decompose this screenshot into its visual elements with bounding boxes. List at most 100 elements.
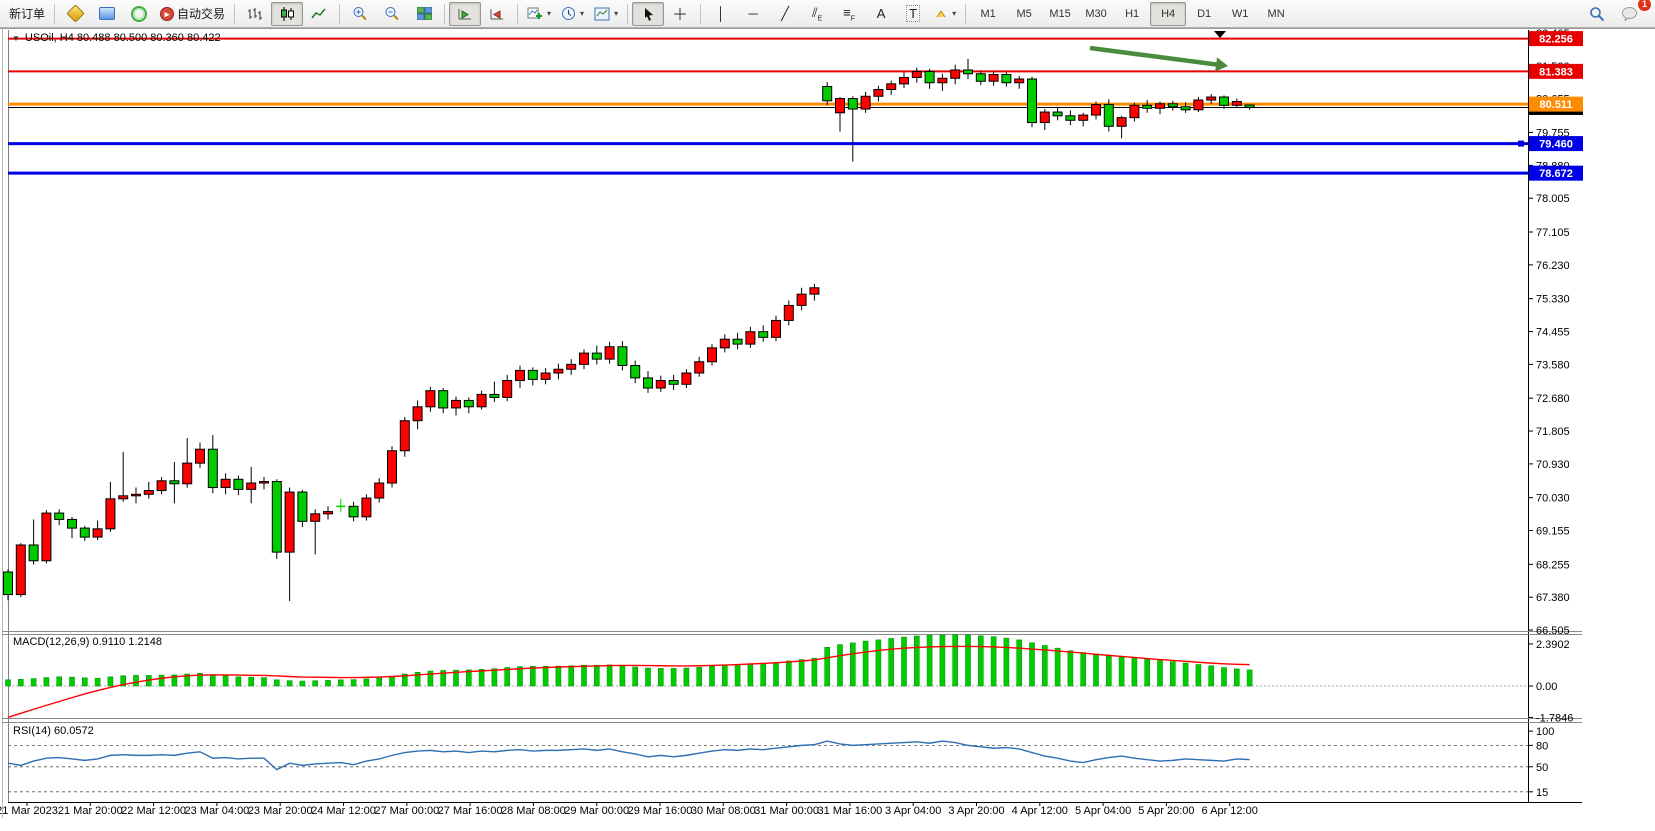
arrows-tool[interactable]: ▾: [929, 2, 961, 26]
macd-hist-bar: [389, 676, 395, 687]
cursor-tool-button[interactable]: [632, 1, 665, 26]
charts-button[interactable]: [91, 2, 123, 26]
new-order-button[interactable]: 新订单: [4, 2, 50, 26]
macd-hist-bar: [17, 679, 24, 687]
candle-body: [489, 393, 500, 398]
candle-body: [399, 420, 410, 452]
macd-hist-bar: [1221, 667, 1227, 687]
macd-hist-bar: [645, 667, 651, 687]
period-button[interactable]: ▾: [556, 2, 589, 26]
candlestick-chart-button[interactable]: [271, 1, 304, 26]
annotation-arrow-head[interactable]: [1215, 57, 1228, 72]
timeframe-h1[interactable]: H1: [1125, 7, 1140, 20]
candle-body: [105, 498, 116, 530]
timeframe-mn[interactable]: MN: [1267, 7, 1285, 20]
dropdown-arrow-icon: ▾: [614, 9, 619, 18]
macd-hist-bar: [1246, 669, 1253, 687]
level-badge: 80.511: [1529, 96, 1583, 112]
add-indicator-icon: [527, 7, 543, 19]
horizontal-line-tool[interactable]: ─: [737, 2, 769, 26]
chart-shift-button[interactable]: [481, 2, 513, 26]
add-indicator-button[interactable]: ▾: [522, 2, 556, 26]
candle-body: [745, 331, 756, 345]
channel-tool[interactable]: ⫽E: [801, 2, 833, 26]
candle-body: [783, 304, 794, 321]
macd-hist-bar: [210, 674, 216, 687]
candle-body: [1065, 115, 1076, 121]
text-tool[interactable]: A: [865, 2, 897, 26]
candle-body: [1231, 101, 1242, 106]
notification-badge: 1: [1638, 0, 1651, 11]
macd-hist-bar: [977, 635, 984, 687]
autotrade-button[interactable]: ▸ 自动交易: [155, 2, 230, 26]
macd-hist-bar: [824, 646, 831, 687]
macd-hist-bar: [555, 665, 562, 687]
timeframe-m5[interactable]: M5: [1016, 7, 1032, 20]
line-handle[interactable]: [1518, 140, 1524, 147]
candle-body: [950, 69, 961, 79]
candle-body: [540, 372, 551, 380]
zoom-out-button[interactable]: [376, 2, 408, 26]
candle-body: [1206, 96, 1217, 101]
candle-body: [1027, 78, 1037, 124]
candle-body: [374, 482, 385, 499]
macd-hist-bar: [235, 676, 242, 687]
macd-hist-bar: [1131, 657, 1138, 687]
macd-hist-bar: [952, 634, 959, 687]
time-tick-label: 31 Mar 00:00: [754, 805, 819, 817]
timeframe-h4[interactable]: H4: [1150, 1, 1187, 26]
vertical-line-tool[interactable]: │: [705, 2, 737, 26]
candle-body: [1129, 104, 1140, 119]
annotation-arrow[interactable]: [1089, 45, 1221, 68]
crosshair-tool-button[interactable]: [664, 2, 696, 26]
fibonacci-tool[interactable]: ≡F: [833, 2, 865, 26]
autoscroll-button[interactable]: [449, 1, 482, 26]
search-button[interactable]: [1581, 2, 1613, 26]
macd-hist-bar: [1234, 668, 1240, 687]
text-label-tool[interactable]: T: [897, 2, 929, 26]
notifications-button[interactable]: 1: [1613, 0, 1651, 26]
candle-body: [1116, 117, 1127, 127]
line-chart-button[interactable]: [303, 2, 335, 26]
macd-hist-bar: [1003, 637, 1010, 687]
macd-hist-bar: [517, 666, 523, 687]
tile-windows-button[interactable]: [408, 2, 440, 26]
signals-button[interactable]: [123, 2, 155, 26]
macd-hist-bar: [926, 635, 933, 687]
timeframe-m1[interactable]: M1: [980, 7, 996, 20]
timeframe-d1[interactable]: D1: [1197, 7, 1212, 20]
styles-button[interactable]: [59, 2, 91, 26]
vertical-line-icon: │: [717, 6, 726, 21]
autoscroll-icon: [458, 8, 472, 19]
symbol-dropdown-icon[interactable]: ▼: [12, 33, 20, 43]
macd-hist-bar: [798, 659, 805, 687]
trendline-tool[interactable]: ╱: [769, 2, 801, 26]
template-button[interactable]: ▾: [589, 2, 623, 26]
macd-hist-bar: [837, 644, 843, 687]
rsi-tick-label: 80: [1536, 740, 1548, 752]
dropdown-arrow-icon: ▾: [547, 9, 552, 18]
zoom-in-button[interactable]: [344, 2, 376, 26]
macd-hist-bar: [120, 675, 126, 687]
price-tick-label: 69.155: [1536, 526, 1570, 538]
macd-hist-bar: [593, 664, 600, 687]
macd-hist-bar: [760, 662, 767, 687]
time-tick-label: 4 Apr 12:00: [1012, 805, 1068, 817]
level-badge-text: 80.511: [1539, 99, 1572, 111]
timeframe-m30[interactable]: M30: [1085, 7, 1107, 20]
time-tick-label: 3 Apr 04:00: [885, 805, 941, 817]
timeframe-w1[interactable]: W1: [1231, 7, 1249, 20]
macd-hist-bar: [197, 673, 203, 687]
timeframe-m15[interactable]: M15: [1049, 7, 1071, 20]
candle-body: [297, 491, 308, 522]
macd-hist-bar: [696, 667, 703, 687]
candle-body: [707, 347, 717, 363]
macd-hist-bar: [440, 670, 447, 687]
candle-body: [1219, 96, 1229, 106]
rsi-panel: 100 80 50 15: [7, 726, 1554, 799]
line-chart-icon: [311, 8, 326, 18]
bar-chart-button[interactable]: [239, 2, 271, 26]
separator: [517, 3, 519, 24]
candle-body: [643, 377, 653, 389]
